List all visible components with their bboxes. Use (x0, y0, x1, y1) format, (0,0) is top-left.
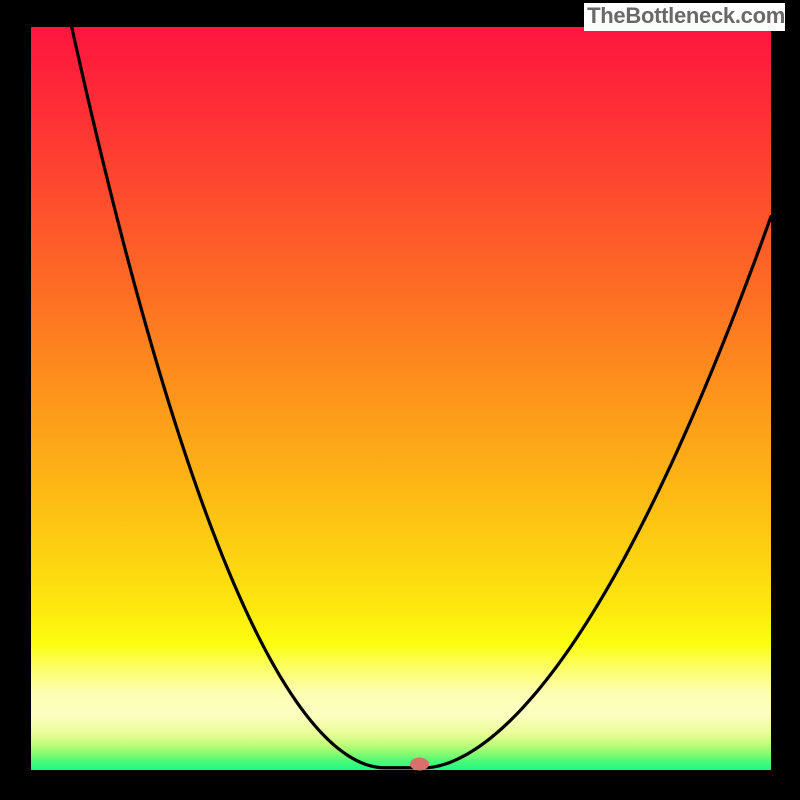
chart-background (31, 27, 771, 770)
attribution-text: TheBottleneck.com (584, 3, 785, 31)
optimum-marker (410, 758, 429, 771)
